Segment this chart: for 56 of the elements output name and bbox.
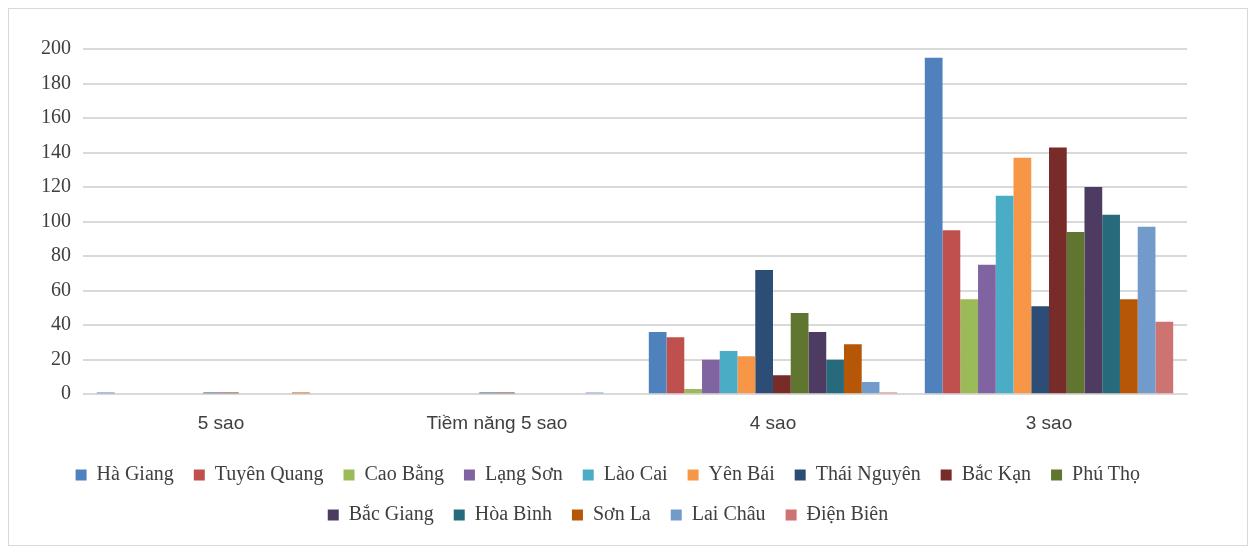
legend-label: Hòa Bình <box>474 502 552 525</box>
legend-label: Lạng Sơn <box>484 462 563 486</box>
bar <box>684 389 703 394</box>
bar <box>843 344 862 394</box>
y-tick-label: 120 <box>41 174 71 197</box>
bar <box>960 299 979 394</box>
bar <box>808 332 827 394</box>
legend-label: Bắc Giang <box>348 502 434 526</box>
y-tick-label: 200 <box>41 36 71 59</box>
bar <box>790 313 809 394</box>
y-tick-label: 80 <box>51 243 71 266</box>
legend-label: Phú Thọ <box>1072 462 1141 485</box>
bar <box>666 337 685 394</box>
y-tick-label: 140 <box>41 139 71 162</box>
bar <box>1084 187 1103 394</box>
bar <box>648 332 667 394</box>
legend-label: Yên Bái <box>708 462 776 485</box>
y-tick-label: 160 <box>41 105 71 128</box>
y-tick-label: 20 <box>51 346 71 369</box>
x-tick-label: 3 sao <box>1025 411 1073 433</box>
bar <box>1137 226 1156 394</box>
bar <box>773 375 791 394</box>
x-tick-label: 4 sao <box>749 411 797 433</box>
legend-label: Sơn La <box>592 502 651 525</box>
bar <box>1102 214 1120 394</box>
x-tick-label: Tiềm năng 5 sao <box>426 411 568 433</box>
legend-label: Bắc Kạn <box>961 462 1032 485</box>
bar <box>861 382 880 394</box>
legend-label: Điện Biên <box>806 502 889 525</box>
legend-label: Thái Nguyên <box>815 462 921 486</box>
x-tick-label: 5 sao <box>197 411 245 433</box>
bar <box>826 359 844 394</box>
legend-label: Cao Bằng <box>364 462 444 486</box>
bar <box>995 195 1014 394</box>
bar <box>702 359 720 394</box>
bar <box>719 351 738 394</box>
y-tick-label: 60 <box>51 277 71 300</box>
bar <box>1013 157 1032 394</box>
legend-label: Lai Châu <box>691 502 766 525</box>
y-tick-label: 100 <box>41 208 71 231</box>
y-tick-label: 40 <box>51 312 71 335</box>
bar <box>1119 299 1138 394</box>
bar <box>1155 321 1174 394</box>
bar <box>978 264 996 394</box>
bar <box>924 57 943 394</box>
y-tick-label: 180 <box>41 70 71 93</box>
bar <box>1049 147 1067 394</box>
legend-label: Hà Giang <box>96 462 174 486</box>
y-tick-label: 0 <box>61 381 71 404</box>
legend-label: Tuyên Quang <box>214 462 324 486</box>
bar <box>1031 306 1049 394</box>
bar <box>942 230 961 394</box>
bar <box>1066 231 1085 394</box>
bar <box>737 356 756 394</box>
bar <box>755 269 773 394</box>
legend-label: Lào Cai <box>603 462 669 485</box>
